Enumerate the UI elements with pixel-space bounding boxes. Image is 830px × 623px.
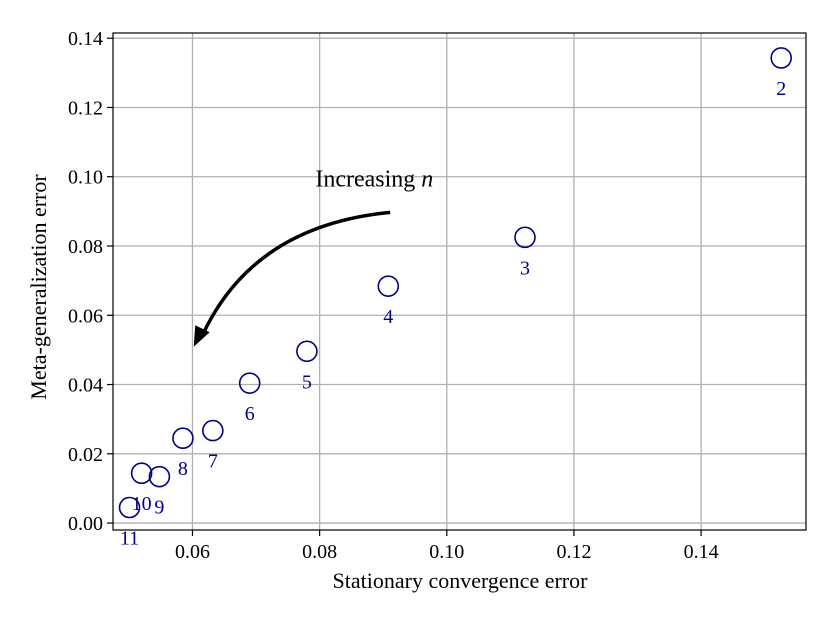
point-n-6 [238,372,261,394]
point-label-n-8: 8 [178,458,188,480]
point-label-n-2: 2 [776,78,786,100]
y-tick-label: 0.08 [68,236,103,258]
point-label-n-10: 10 [132,493,152,515]
point-label-n-7: 7 [208,451,218,473]
point-label-n-9: 9 [154,497,164,519]
point-label-n-4: 4 [383,306,393,328]
grid-lines [113,33,806,530]
x-tick-label: 0.06 [175,541,210,563]
y-tick-label: 0.10 [68,167,103,189]
point-label-n-11: 11 [120,527,139,549]
x-axis-label: Stationary convergence error [333,568,589,593]
y-tick-label: 0.00 [68,513,103,535]
point-n-2 [770,47,793,69]
point-label-n-3: 3 [520,257,530,279]
y-tick-label: 0.06 [68,305,103,327]
point-n-11 [118,496,141,519]
point-n-3 [514,226,536,249]
x-tick-label: 0.08 [302,541,337,563]
y-tick-label: 0.14 [68,28,103,50]
point-n-4 [377,275,400,297]
y-axis-label: Meta-generalization error [26,174,51,400]
data-points [118,47,793,519]
point-label-n-5: 5 [302,371,312,393]
annotation-arrow [200,210,391,338]
annotation-text: Increasing n [315,166,433,192]
x-tick-label: 0.12 [556,541,591,563]
point-n-7 [202,419,224,442]
axes: 0.06 0.08 0.10 0.12 0.14 0.00 0.02 0.04 0.06 0.08… [68,28,807,563]
x-tick-label: 0.14 [684,541,719,563]
plot-frame [112,32,807,531]
annotation-arrowhead [193,325,210,347]
point-label-n-6: 6 [245,403,255,425]
x-tick-label: 0.10 [429,541,464,563]
annotation: Increasing n [193,166,433,347]
point-n-9 [148,465,171,488]
y-tick-label: 0.12 [68,97,103,119]
point-n-10 [130,462,153,485]
y-tick-label: 0.04 [68,375,103,397]
point-n-5 [296,340,318,363]
point-n-8 [172,427,194,450]
y-tick-label: 0.02 [68,444,103,466]
